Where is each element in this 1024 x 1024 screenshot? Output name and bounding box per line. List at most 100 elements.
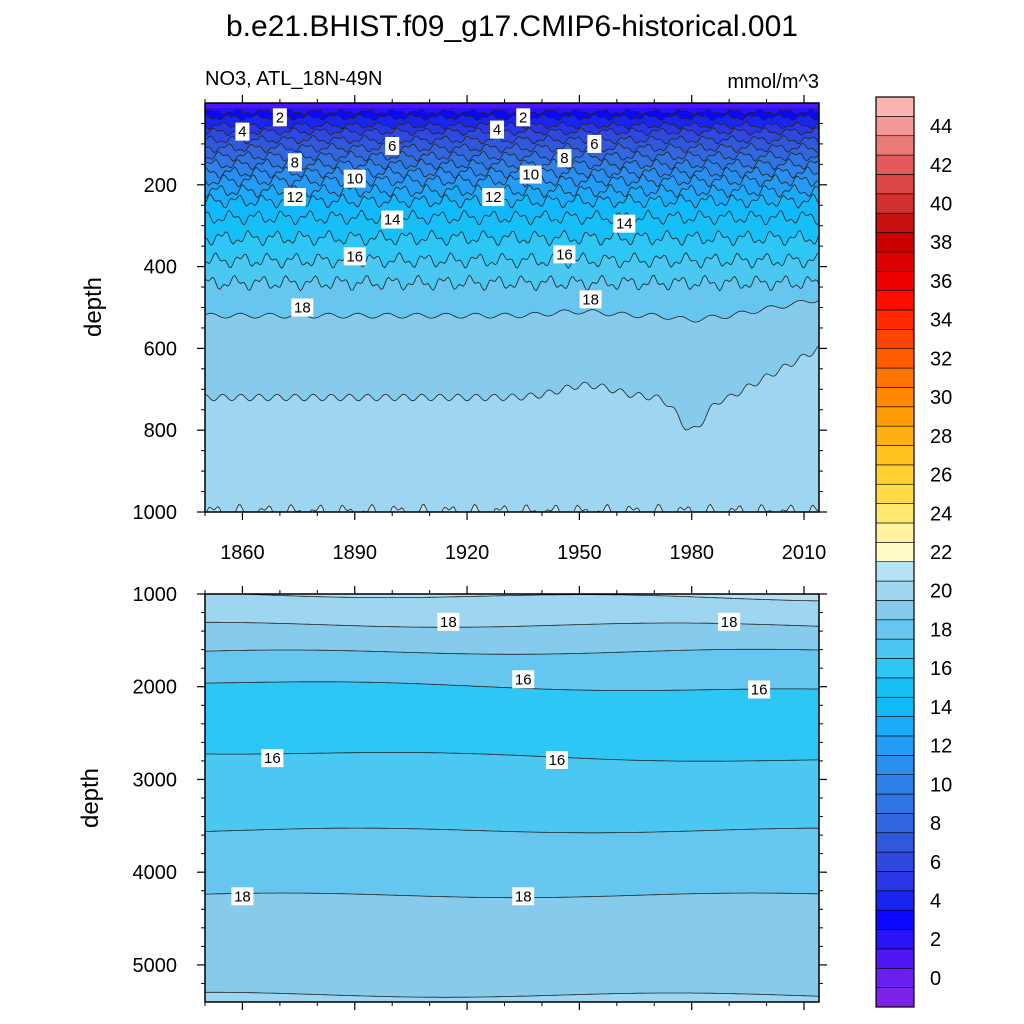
bottom-y-tick-label: 3000 <box>133 769 178 791</box>
top-contour-label-14: 12 <box>482 188 505 207</box>
bottom-contour-label-text: 16 <box>751 682 768 699</box>
bottom-fill-band-1 <box>205 594 819 628</box>
bottom-contour-label-3: 16 <box>748 680 771 699</box>
top-contour-label-9: 2 <box>516 108 531 127</box>
colorbar-swatch <box>875 716 915 737</box>
colorbar-swatch <box>875 754 915 775</box>
top-contour-line-19 <box>205 345 819 431</box>
colorbar-swatch <box>875 464 915 485</box>
top-contour-label-6: 14 <box>381 210 404 229</box>
colorbar-label: 28 <box>930 426 952 448</box>
bottom-fill-band-7 <box>205 893 819 998</box>
top-contour-label-text: 8 <box>291 154 299 171</box>
colorbar-swatch <box>875 309 915 330</box>
chart-title: b.e21.BHIST.f09_g17.CMIP6-historical.001 <box>226 10 798 43</box>
colorbar: 0246810121416182022242628303234363840424… <box>875 96 952 1008</box>
top-contour-label-box <box>516 108 531 127</box>
bottom-fill-band-4 <box>205 681 819 762</box>
bottom-fill-band-6 <box>205 828 819 898</box>
colorbar-label: 36 <box>930 271 952 293</box>
bottom-contour-line-2 <box>205 648 819 655</box>
colorbar-label: 22 <box>930 542 952 564</box>
colorbar-swatch <box>875 813 915 834</box>
colorbar-swatch <box>875 929 915 950</box>
colorbar-swatch <box>875 193 915 214</box>
bottom-fill-band-8 <box>205 992 819 1002</box>
colorbar-swatch <box>875 890 915 911</box>
top-contour-label-12: 8 <box>557 149 572 168</box>
top-contour-label-text: 12 <box>287 189 304 206</box>
top-x-tick-label: 1950 <box>557 542 602 564</box>
colorbar-frame <box>875 96 915 1008</box>
top-contour-line-4 <box>205 121 819 130</box>
top-contour-label-box <box>381 210 404 229</box>
colorbar-swatch <box>875 406 915 427</box>
top-contour-label-17: 18 <box>579 290 602 309</box>
colorbar-label: 40 <box>930 193 952 215</box>
top-contour-label-4: 10 <box>343 169 366 188</box>
colorbar-label: 4 <box>930 891 941 913</box>
top-contour-line-12 <box>205 183 819 199</box>
bottom-fill-band-2 <box>205 622 819 655</box>
colorbar-label: 42 <box>930 155 952 177</box>
top-contour-label-text: 2 <box>276 109 284 126</box>
top-contour-label-text: 10 <box>522 167 539 184</box>
colorbar-swatch <box>875 619 915 640</box>
top-contour-label-box <box>579 290 602 309</box>
colorbar-label: 12 <box>930 736 952 758</box>
bottom-y-tick-label: 5000 <box>133 955 178 977</box>
colorbar-swatch <box>875 871 915 892</box>
bottom-contour-label-text: 18 <box>515 888 532 905</box>
top-contour-label-13: 10 <box>519 165 542 184</box>
top-contour-label-2: 6 <box>385 136 400 155</box>
top-contour-label-10: 4 <box>490 120 505 139</box>
colorbar-label: 44 <box>930 116 952 138</box>
top-x-tick-label: 2010 <box>782 542 827 564</box>
top-contour-label-text: 10 <box>346 171 363 188</box>
bottom-panel: 18 18 16 16 16 16 18 18 1000 2000 3000 4000 5000 de… <box>77 584 827 1010</box>
top-contour-line-17 <box>205 274 819 292</box>
bottom-y-tick-label: 1000 <box>133 584 178 606</box>
top-contour-label-text: 4 <box>493 122 501 139</box>
bottom-contour-line-1 <box>205 621 819 628</box>
top-panel: 2 4 6 8 10 12 14 16 18 2 4 6 8 10 12 14 16 18 1860 1890 192… <box>80 95 827 564</box>
top-contour-line-2 <box>205 108 819 116</box>
top-panel-contour-labels: 2 4 6 8 10 12 14 16 18 2 4 6 8 10 12 14 16 18 <box>235 108 636 317</box>
top-contour-label-text: 12 <box>485 189 502 206</box>
top-contour-line-15 <box>205 229 819 247</box>
top-contour-label-1: 4 <box>235 122 250 141</box>
top-contour-line-3 <box>205 113 819 121</box>
top-contour-label-box <box>235 122 250 141</box>
top-contour-line-16 <box>205 252 819 269</box>
top-x-tick-label: 1980 <box>669 542 714 564</box>
colorbar-label: 24 <box>930 503 952 525</box>
top-contour-line-11 <box>205 173 819 188</box>
bottom-contour-label-7: 18 <box>512 887 535 906</box>
bottom-contour-line-0 <box>229 594 819 602</box>
colorbar-label: 2 <box>930 929 941 951</box>
variable-subtitle: NO3, ATL_18N-49N <box>205 68 383 90</box>
top-x-tick-label: 1860 <box>220 542 265 564</box>
top-panel-contour-lines <box>205 108 819 512</box>
top-contour-label-box <box>385 136 400 155</box>
top-contour-line-5 <box>205 127 819 136</box>
bottom-fill-band-3 <box>205 649 819 691</box>
colorbar-swatch <box>875 251 915 272</box>
colorbar-label: 30 <box>930 387 952 409</box>
top-y-tick-label: 1000 <box>133 502 178 524</box>
top-x-tick-label: 1920 <box>445 542 490 564</box>
units-subtitle: mmol/m^3 <box>727 71 819 93</box>
top-contour-label-16: 16 <box>553 245 576 264</box>
colorbar-swatch <box>875 212 915 233</box>
colorbar-label: 16 <box>930 658 952 680</box>
colorbar-label: 18 <box>930 619 952 641</box>
colorbar-swatch <box>875 600 915 621</box>
top-fill-surface <box>205 103 819 108</box>
colorbar-label: 0 <box>930 968 941 990</box>
colorbar-swatch <box>875 522 915 543</box>
colorbar-swatch <box>875 967 915 988</box>
bottom-contour-label-box <box>545 750 568 769</box>
top-contour-label-text: 2 <box>519 109 527 126</box>
top-contour-label-box <box>613 214 636 233</box>
